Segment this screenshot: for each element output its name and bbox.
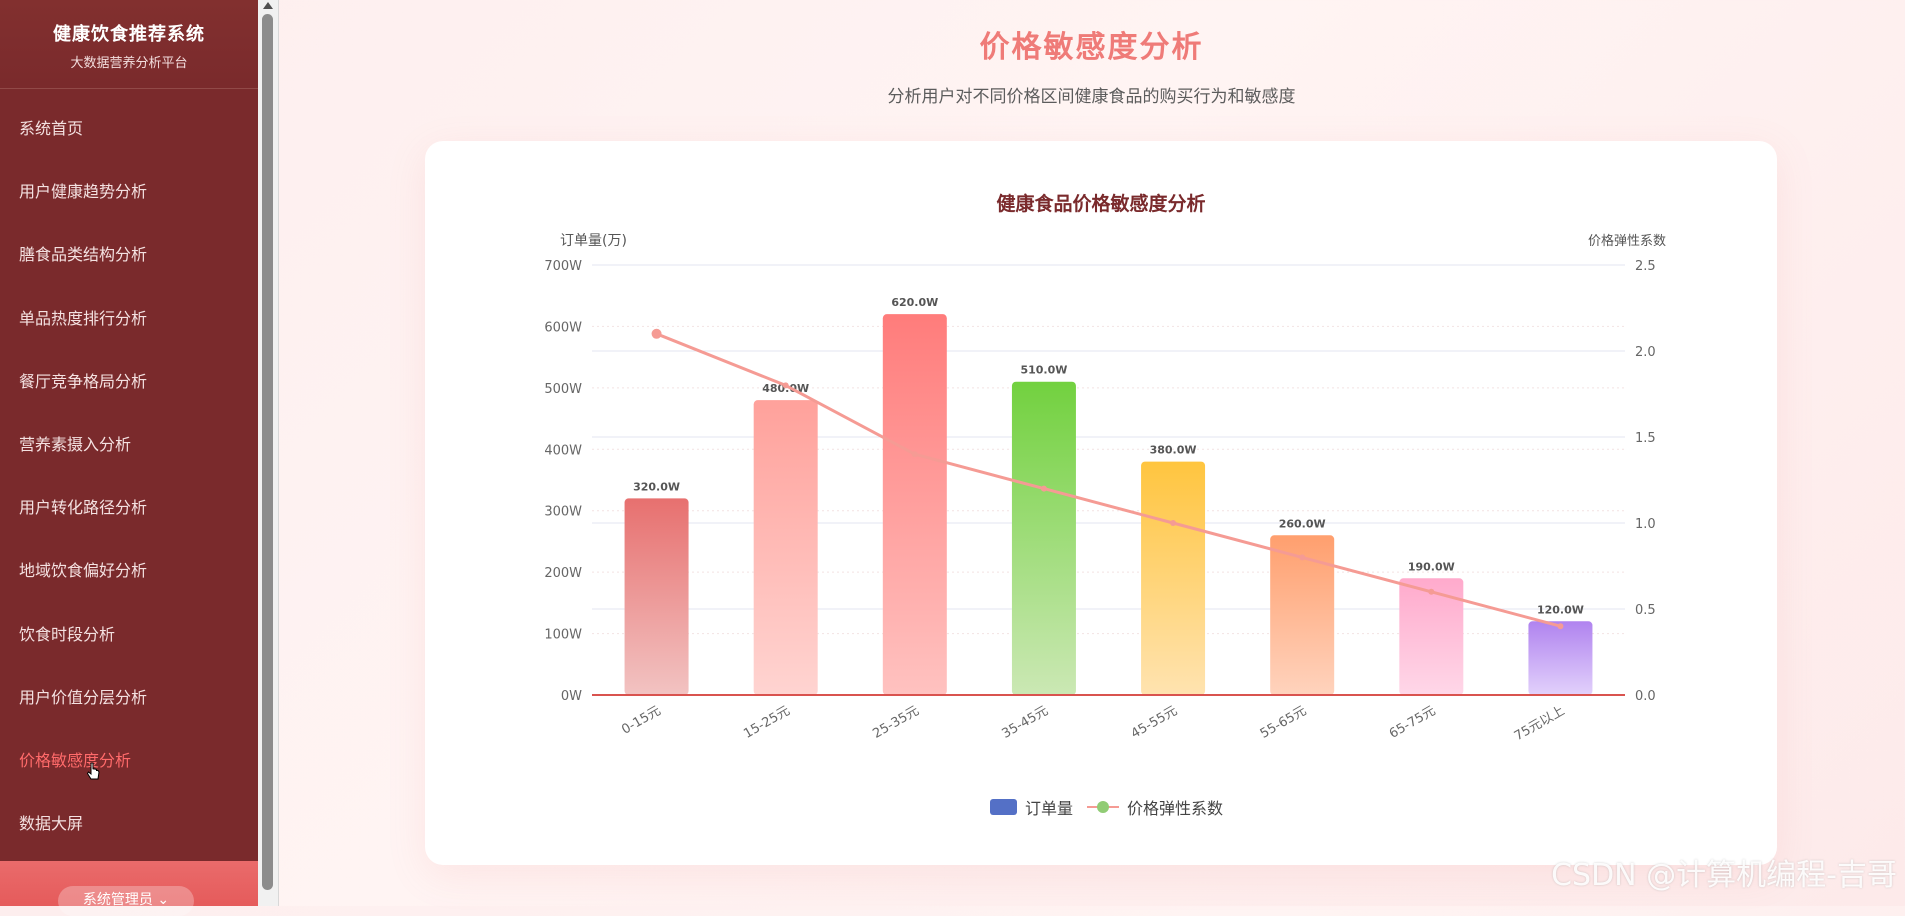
sidebar-item[interactable]: 膳食品类结构分析 [19,245,148,265]
bar-value-label: 260.0W [1279,517,1326,530]
sidebar-item[interactable]: 数据大屏 [19,814,84,834]
sidebar-item[interactable]: 用户健康趋势分析 [19,182,148,202]
line-point-elasticity [1557,623,1564,630]
line-point-elasticity [1170,520,1177,526]
bar-orders-0-15元 [624,498,689,695]
page-subtitle: 分析用户对不同价格区间健康食品的购买行为和敏感度 [887,87,1296,107]
y-right-tick-label: 0.0 [1635,689,1656,704]
line-point-elasticity [911,451,918,458]
bar-value-label: 380.0W [1150,444,1197,457]
sidebar-item[interactable]: 单品热度排行分析 [19,308,148,328]
scroll-thumb[interactable] [262,14,273,890]
y-right-tick-label: 2.5 [1635,259,1656,274]
x-tick-label: 45-55元 [1129,703,1180,741]
line-point-elasticity [651,328,662,339]
sidebar-item[interactable]: 用户转化路径分析 [19,498,148,518]
watermark: CSDN @计算机编程-吉哥 [1551,858,1897,893]
bar-value-label: 620.0W [891,296,938,309]
sidebar-scrollbar[interactable] [258,0,279,906]
sidebar-menu: 系统首页用户健康趋势分析 膳食品类结构分析 单品热度排行分析 餐厅竞争格局分析 营养素摄… [0,97,258,855]
brand: 健康饮食推荐系统 大数据营养分析平台 [0,0,258,89]
y-right-tick-label: 1.0 [1635,517,1656,532]
y-left-tick-label: 700W [544,259,582,274]
line-point-elasticity [782,382,789,389]
legend-item-elasticity[interactable]: 价格弹性系数 [1087,795,1223,819]
sidebar-item[interactable]: 价格敏感度分析 [19,750,132,770]
bar-orders-45-55元 [1141,461,1206,695]
y-left-tick-label: 500W [544,382,582,397]
scroll-up-arrow-icon[interactable] [263,2,273,9]
legend-label-orders: 订单量 [1025,799,1074,818]
bar-orders-25-35元 [882,314,947,695]
user-name: 系统管理员 [82,892,153,908]
x-tick-label: 0-15元 [619,703,663,737]
x-tick-label: 35-45元 [999,703,1050,741]
sidebar-item[interactable]: 餐厅竞争格局分析 [19,371,148,391]
bar-value-label: 510.0W [1020,364,1067,377]
sidebar-item[interactable]: 系统首页 [19,119,84,138]
bar-orders-65-75元 [1399,578,1464,695]
y-left-tick-label: 400W [544,443,582,458]
y-left-tick-label: 200W [544,566,582,581]
bar-orders-55-65元 [1270,535,1335,695]
y-left-axis-label: 订单量(万) [560,233,627,249]
legend-bar-swatch [990,799,1017,815]
y-right-tick-label: 2.0 [1635,345,1656,360]
line-point-elasticity [1299,554,1306,561]
bar-value-label: 190.0W [1408,560,1455,573]
sidebar: 健康饮食推荐系统 大数据营养分析平台 系统首页用户健康趋势分析 膳食品类结构分析单… [0,0,258,916]
bar-value-label: 320.0W [633,480,680,493]
bar-orders-15-25元 [753,400,818,695]
chart-legend: 订单量 价格弹性系数 [990,795,1223,819]
bar-value-label: 120.0W [1537,603,1584,616]
y-left-tick-label: 0W [561,689,582,704]
line-point-elasticity [1040,485,1047,492]
y-left-tick-label: 600W [544,320,582,335]
y-right-tick-label: 1.5 [1635,431,1656,446]
x-tick-label: 55-65元 [1258,703,1309,741]
chevron-down-icon: ⌄ [157,892,170,908]
bar-orders-35-45元 [1011,381,1076,695]
chart-title: 健康食品价格敏感度分析 [996,193,1206,215]
sidebar-item[interactable]: 地域饮食偏好分析 [19,561,148,581]
x-tick-label: 75元以上 [1512,703,1568,744]
legend-line-swatch [1087,799,1120,815]
legend-label-elasticity: 价格弹性系数 [1127,799,1224,818]
y-right-tick-label: 0.5 [1635,603,1656,618]
line-point-elasticity [1428,588,1435,595]
sidebar-item[interactable]: 营养素摄入分析 [19,434,132,454]
bar-orders-75元以上 [1528,621,1593,695]
y-right-axis-label: 价格弹性系数 [1588,233,1666,249]
line-elasticity [656,332,1561,628]
page-title: 价格敏感度分析 [979,30,1204,65]
sidebar-item[interactable]: 用户价值分层分析 [19,687,148,707]
y-left-tick-label: 300W [544,505,582,520]
mouse-cursor-icon [87,762,100,780]
brand-subtitle: 大数据营养分析平台 [70,56,188,71]
brand-title: 健康饮食推荐系统 [53,24,205,45]
x-tick-label: 25-35元 [870,703,921,741]
legend-item-orders[interactable]: 订单量 [990,795,1073,819]
y-left-tick-label: 100W [544,628,582,643]
sidebar-item[interactable]: 饮食时段分析 [19,624,116,644]
x-tick-label: 65-75元 [1387,703,1438,741]
x-tick-label: 15-25元 [741,703,792,741]
